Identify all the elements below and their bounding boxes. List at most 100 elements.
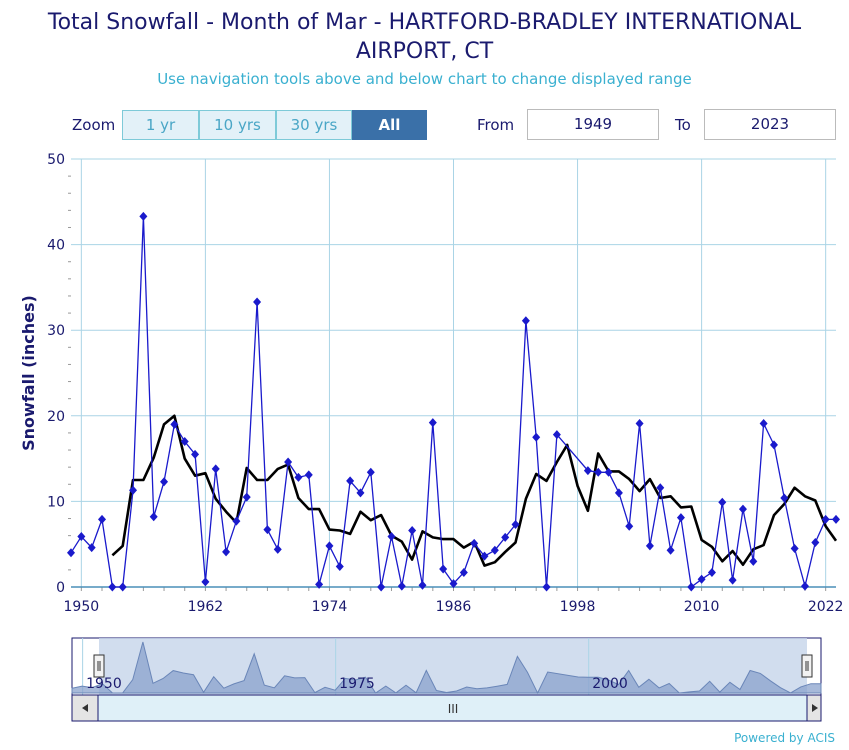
data-point bbox=[738, 504, 747, 514]
y-tick-label: 0 bbox=[56, 580, 65, 596]
data-point bbox=[728, 575, 737, 585]
data-point bbox=[335, 561, 344, 571]
credit-link[interactable]: Powered by ACIS bbox=[734, 731, 835, 745]
data-point bbox=[294, 472, 303, 482]
data-point bbox=[160, 477, 169, 487]
chart-title-line1: Total Snowfall - Month of Mar - HARTFORD… bbox=[47, 10, 802, 35]
data-point bbox=[98, 514, 107, 524]
data-point bbox=[242, 492, 251, 502]
navigator-year-label: 1950 bbox=[86, 676, 122, 692]
chevron-left-icon bbox=[82, 704, 88, 712]
data-point bbox=[77, 531, 86, 541]
data-point bbox=[687, 582, 696, 592]
zoom-30yrs-button[interactable]: 30 yrs bbox=[276, 110, 352, 140]
data-point bbox=[418, 580, 427, 590]
data-point bbox=[790, 543, 799, 553]
x-tick-label: 1986 bbox=[436, 599, 472, 615]
data-point bbox=[604, 467, 613, 477]
navigator-selection[interactable] bbox=[99, 638, 807, 695]
data-point bbox=[645, 541, 654, 551]
data-point bbox=[325, 541, 334, 551]
scrollbar[interactable]: III bbox=[71, 694, 822, 722]
to-year-input[interactable]: 2023 bbox=[704, 109, 836, 140]
x-tick-label: 2010 bbox=[684, 599, 720, 615]
snowfall-series bbox=[67, 211, 840, 592]
data-point bbox=[594, 467, 603, 477]
from-year-input[interactable]: 1949 bbox=[527, 109, 659, 140]
data-point bbox=[449, 579, 458, 589]
y-tick-label: 30 bbox=[47, 323, 65, 339]
x-tick-label: 1962 bbox=[188, 599, 224, 615]
y-axis-label: Snowfall (inches) bbox=[19, 295, 38, 451]
y-tick-label: 20 bbox=[47, 409, 65, 425]
navigator-right-handle[interactable] bbox=[801, 654, 813, 678]
y-tick-label: 10 bbox=[47, 494, 65, 510]
data-point bbox=[232, 516, 241, 526]
data-point bbox=[800, 581, 809, 591]
chart-title: Total Snowfall - Month of Mar - HARTFORD… bbox=[0, 8, 849, 66]
data-point bbox=[707, 567, 716, 577]
from-label: From bbox=[477, 116, 515, 134]
data-point bbox=[821, 514, 830, 524]
data-point bbox=[149, 512, 158, 522]
data-point bbox=[811, 537, 820, 547]
data-point bbox=[211, 464, 220, 474]
x-tick-label: 1950 bbox=[64, 599, 100, 615]
data-point bbox=[614, 488, 623, 498]
data-point bbox=[139, 211, 148, 221]
y-tick-label: 40 bbox=[47, 238, 65, 254]
data-point bbox=[180, 436, 189, 446]
data-point bbox=[387, 531, 396, 541]
navigator-year-label: 1975 bbox=[339, 676, 375, 692]
chart-grid bbox=[71, 158, 836, 588]
data-point bbox=[780, 493, 789, 503]
data-point bbox=[408, 526, 417, 536]
data-point bbox=[511, 520, 520, 530]
data-point bbox=[67, 548, 75, 558]
data-point bbox=[718, 497, 727, 507]
data-point bbox=[459, 567, 468, 577]
scrollbar-grip: III bbox=[448, 702, 459, 716]
data-point bbox=[501, 532, 510, 542]
data-point bbox=[832, 514, 840, 524]
data-point bbox=[170, 419, 179, 429]
data-point bbox=[656, 483, 665, 493]
x-tick-label: 1998 bbox=[560, 599, 596, 615]
data-point bbox=[480, 551, 489, 561]
x-tick-label: 1974 bbox=[312, 599, 348, 615]
data-point bbox=[108, 582, 117, 592]
data-point bbox=[356, 488, 365, 498]
data-point bbox=[315, 579, 324, 589]
chart-axes: 0 10 20 30 40 50 1950 1962 1974 1986 1998 2010 2022 bbox=[47, 152, 843, 615]
data-point bbox=[666, 545, 675, 555]
data-point bbox=[191, 449, 200, 459]
data-point bbox=[521, 316, 530, 326]
zoom-1yr-button[interactable]: 1 yr bbox=[122, 110, 199, 140]
navigator-labels: 1950 1975 2000 bbox=[86, 676, 628, 692]
zoom-10yrs-button[interactable]: 10 yrs bbox=[199, 110, 276, 140]
zoom-all-button[interactable]: All bbox=[352, 110, 427, 140]
data-point bbox=[676, 513, 685, 523]
navigator-left-handle[interactable] bbox=[93, 654, 105, 678]
data-point bbox=[439, 564, 448, 574]
data-point bbox=[118, 582, 127, 592]
chevron-right-icon bbox=[812, 704, 818, 712]
data-point bbox=[749, 556, 758, 566]
chart-subtitle: Use navigation tools above and below cha… bbox=[157, 70, 692, 88]
data-point bbox=[470, 538, 479, 548]
data-point bbox=[759, 419, 768, 429]
scrollbar-thumb[interactable] bbox=[97, 694, 808, 722]
zoom-label: Zoom bbox=[72, 116, 116, 134]
data-point bbox=[366, 467, 375, 477]
navigator-year-label: 2000 bbox=[592, 676, 628, 692]
data-point bbox=[697, 574, 706, 584]
data-point bbox=[222, 547, 231, 557]
data-point bbox=[428, 418, 437, 428]
to-label: To bbox=[675, 116, 691, 134]
navigator[interactable]: 1950 1975 2000 bbox=[71, 637, 822, 696]
data-point bbox=[490, 545, 499, 555]
x-tick-label: 2022 bbox=[808, 599, 844, 615]
data-point bbox=[201, 577, 210, 587]
navigator-area bbox=[71, 641, 822, 695]
